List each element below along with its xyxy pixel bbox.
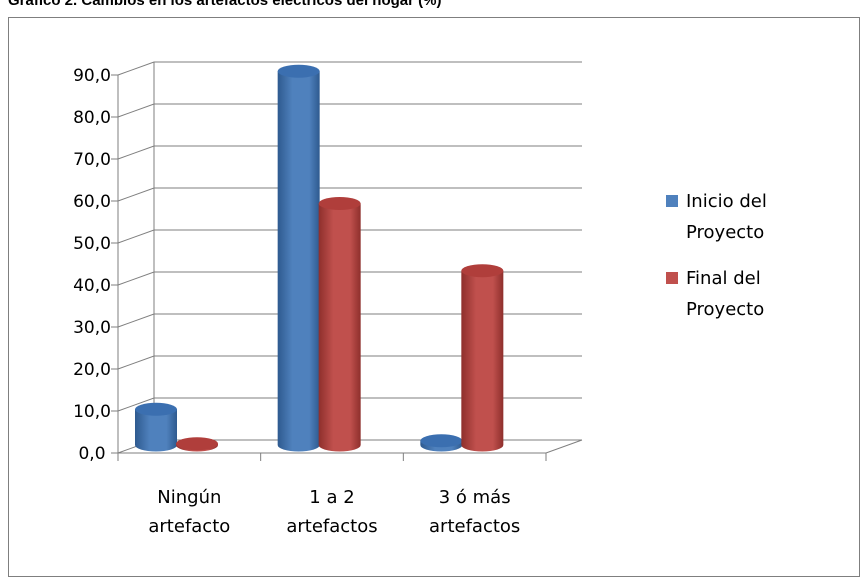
gridline [117, 145, 582, 160]
bar-1-1 [318, 197, 361, 452]
gridline [117, 313, 582, 328]
chart-frame [8, 17, 860, 577]
legend-label: Final del [686, 268, 761, 289]
y-tick-label: 70,0 [73, 150, 111, 170]
bar-top [461, 264, 504, 278]
bar-body [135, 409, 177, 452]
category-label: 3 ó más [439, 487, 511, 508]
bar-top [420, 434, 463, 448]
bar-top [277, 64, 320, 78]
bar-body [318, 203, 361, 452]
legend-label: Inicio del [686, 191, 767, 212]
gridline [117, 103, 582, 118]
y-tick-label: 80,0 [73, 108, 111, 128]
x-axis-labels: Ningún artefacto 1 a 2 artefactos 3 ó más art… [148, 487, 520, 537]
category-label: Ningún [157, 487, 221, 508]
bar-body [277, 71, 320, 452]
bar-top [176, 437, 218, 451]
gridline [117, 61, 582, 76]
legend-label: Proyecto [686, 222, 764, 243]
bar-top [318, 197, 361, 210]
bar-1-2 [461, 264, 504, 452]
legend-swatch [666, 272, 678, 284]
legend: Inicio del Proyecto Final del Proyecto [666, 191, 767, 320]
bar-0-1 [277, 64, 320, 452]
y-tick-label: 50,0 [73, 234, 111, 254]
category-label: artefactos [286, 516, 377, 537]
y-tick-label: 10,0 [73, 402, 111, 422]
gridlines [111, 61, 582, 461]
bar-0-0 [135, 402, 177, 452]
gridline [117, 271, 582, 286]
bars [135, 64, 504, 452]
gridline [117, 355, 582, 370]
y-tick-label: 0,0 [78, 444, 105, 464]
gridline [117, 187, 582, 202]
category-label: artefactos [429, 516, 520, 537]
bar-top [135, 402, 177, 416]
gridline [117, 397, 582, 412]
y-tick-label: 30,0 [73, 318, 111, 338]
y-axis-ticks: 0,0 10,0 20,0 30,0 40,0 50,0 60,0 70,0 80,0 90,0 [73, 66, 111, 464]
y-tick-label: 20,0 [73, 360, 111, 380]
page-title: Gráfico 2. Cambios en los artefactos elé… [8, 0, 442, 9]
bar-body [461, 270, 504, 452]
gridline [117, 229, 582, 244]
bar-0-2 [420, 434, 463, 452]
legend-label: Proyecto [686, 299, 764, 320]
y-tick-label: 60,0 [73, 192, 111, 212]
y-tick-label: 90,0 [73, 66, 111, 86]
y-tick-label: 40,0 [73, 276, 111, 296]
legend-swatch [666, 195, 678, 207]
bar-1-0 [176, 437, 218, 452]
category-label: 1 a 2 [309, 487, 354, 508]
category-label: artefacto [148, 516, 230, 537]
